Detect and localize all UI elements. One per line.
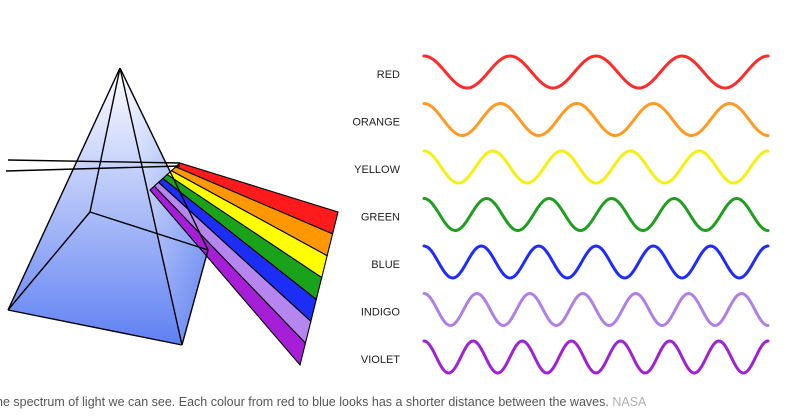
prism-edge <box>89 211 209 251</box>
wave-label-indigo: INDIGO <box>361 307 401 319</box>
prism-edge <box>119 67 183 346</box>
wave-green <box>422 196 770 233</box>
wave-blue <box>422 244 770 280</box>
figure-caption: he spectrum of light we can see. Each co… <box>0 395 796 409</box>
wave-label-red: RED <box>377 69 400 81</box>
prism-edge <box>181 249 209 346</box>
spectrum-band <box>149 185 307 367</box>
wave-label-blue: BLUE <box>371 259 400 271</box>
prism-edge <box>89 67 121 213</box>
prism-edge <box>7 67 121 311</box>
wave-indigo <box>422 291 770 328</box>
incoming-light-beam-upper <box>7 159 181 164</box>
caption-text: he spectrum of light we can see. Each co… <box>0 395 609 409</box>
prism-edge <box>7 309 183 346</box>
light-spectrum-figure: RED ORANGE YELLOW GREEN BLUE INDIGO VIOLET <box>5 54 770 375</box>
wave-label-violet: VIOLET <box>361 354 400 366</box>
wavelength-comparison: RED ORANGE YELLOW GREEN BLUE INDIGO VIOLET <box>352 54 770 375</box>
wave-label-yellow: YELLOW <box>354 164 400 176</box>
prism-edge <box>119 67 209 251</box>
wave-violet <box>422 339 770 375</box>
refracted-spectrum <box>149 162 339 367</box>
wave-red <box>422 54 770 90</box>
incoming-light-beam-lower <box>5 165 181 172</box>
prism-outline <box>5 67 209 346</box>
wave-orange <box>422 101 770 138</box>
prism-edge <box>7 211 91 311</box>
wave-label-orange: ORANGE <box>352 117 400 129</box>
prism-front-face <box>8 68 208 345</box>
wave-label-green: GREEN <box>361 212 400 224</box>
caption-credit: NASA <box>612 395 647 409</box>
wave-yellow <box>422 149 770 185</box>
